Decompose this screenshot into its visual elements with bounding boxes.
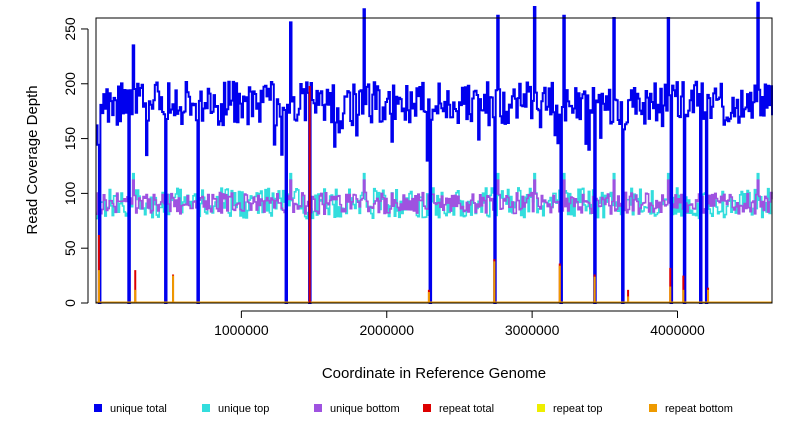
- legend-swatch: [649, 404, 657, 412]
- legend-swatch: [314, 404, 322, 412]
- plot-frame: [95, 17, 773, 304]
- series-unique-total: [96, 1, 773, 304]
- legend-item-unique-total: unique total: [94, 403, 167, 415]
- x-tick-label: 4000000: [650, 322, 705, 338]
- legend-label: repeat bottom: [665, 403, 733, 415]
- legend-item-repeat-top: repeat top: [537, 403, 603, 415]
- x-tick-label: 1000000: [214, 322, 269, 338]
- legend-item-unique-bottom: unique bottom: [314, 403, 400, 415]
- y-tick-label: 150: [62, 127, 78, 151]
- legend-label: repeat total: [439, 403, 494, 415]
- legend-item-repeat-bottom: repeat bottom: [649, 403, 733, 415]
- y-tick-label: 0: [62, 299, 78, 307]
- x-axis-label: Coordinate in Reference Genome: [322, 365, 546, 382]
- legend-label: unique top: [218, 403, 269, 415]
- x-tick-label: 3000000: [505, 322, 560, 338]
- legend-swatch: [202, 404, 210, 412]
- y-tick-label: 200: [62, 72, 78, 96]
- legend-label: unique bottom: [330, 403, 400, 415]
- legend-label: unique total: [110, 403, 167, 415]
- legend-swatch: [423, 404, 431, 412]
- y-axis-label: Read Coverage Depth: [24, 85, 41, 234]
- legend: unique total unique top unique bottom repea…: [94, 403, 733, 415]
- legend-swatch: [537, 404, 545, 412]
- y-tick-label: 100: [62, 181, 78, 205]
- y-axis: 0 50 100 150 200 250: [62, 17, 89, 307]
- y-tick-label: 50: [62, 240, 78, 256]
- legend-item-repeat-total: repeat total: [423, 403, 494, 415]
- legend-item-unique-top: unique top: [202, 403, 269, 415]
- x-tick-label: 2000000: [359, 322, 414, 338]
- series-unique-bottom: [96, 179, 773, 304]
- plot-lines: [96, 1, 773, 304]
- x-axis: 1000000 2000000 3000000 4000000: [214, 310, 705, 338]
- legend-label: repeat top: [553, 403, 603, 415]
- y-tick-label: 250: [62, 17, 78, 41]
- legend-swatch: [94, 404, 102, 412]
